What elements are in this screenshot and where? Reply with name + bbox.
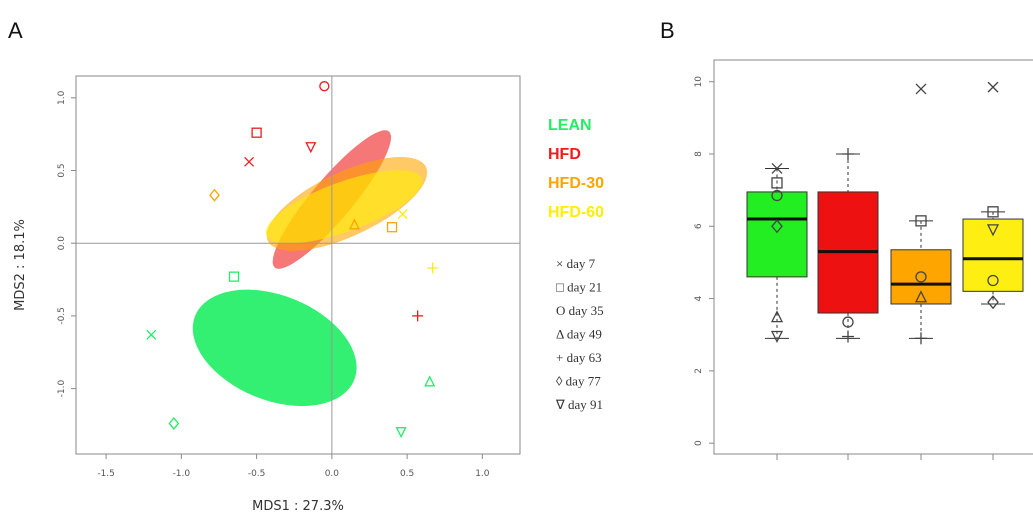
day-legend-item: ∇ day 91 bbox=[555, 397, 603, 412]
box-point-day-35 bbox=[842, 316, 854, 328]
point-layer bbox=[146, 81, 439, 439]
point-hfd-day-35 bbox=[319, 81, 330, 92]
legend-lean: LEAN bbox=[548, 117, 592, 134]
reference-lines bbox=[76, 76, 520, 454]
panel-b-frame bbox=[713, 59, 1033, 455]
box-point-day-7 bbox=[987, 81, 999, 93]
box-point-day-63 bbox=[842, 330, 854, 343]
x-axis-label: MDS1 : 27.3% bbox=[252, 499, 344, 514]
day-legend-item: × day 7 bbox=[556, 256, 596, 271]
y-tick-label: 1.0 bbox=[57, 90, 67, 105]
point-lean-day-77 bbox=[168, 416, 180, 430]
panel-a-frame bbox=[75, 75, 521, 455]
y-tick-label: 0.0 bbox=[57, 236, 67, 251]
legend-hfd: HFD bbox=[548, 146, 581, 163]
point-hfd-60-day-7 bbox=[397, 209, 408, 220]
y-tick-label: 0 bbox=[694, 440, 704, 446]
x-tick-label: 0.0 bbox=[325, 469, 340, 479]
x-tick-label: -1.5 bbox=[97, 469, 115, 479]
y-axis-ticks: 0 2 4 6 8 10 bbox=[694, 76, 714, 446]
group-legend: LEAN HFD HFD-30 HFD-60 bbox=[548, 117, 604, 221]
x-tick-label: -1.0 bbox=[173, 469, 191, 479]
y-tick-label: 6 bbox=[694, 223, 704, 229]
y-tick-label: 4 bbox=[694, 295, 704, 301]
box-point-day-21 bbox=[771, 177, 783, 189]
box-layer bbox=[746, 81, 1024, 460]
box-point-day-7 bbox=[915, 83, 927, 95]
y-axis-ticks: -1.0 -0.5 0.0 0.5 1.0 bbox=[57, 90, 76, 397]
y-tick-label: 8 bbox=[694, 151, 704, 157]
day-legend-item: ◊ day 77 bbox=[556, 374, 601, 389]
y-tick-label: -0.5 bbox=[57, 307, 67, 325]
point-hfd-day-91 bbox=[305, 142, 317, 154]
panel-a-mds-plot: -1.5 -1.0 -0.5 0.0 0.5 1.0 -1.0-0.50.00.51.0 … bbox=[13, 75, 521, 514]
box-point-day-35 bbox=[915, 271, 927, 283]
x-tick-label: -0.5 bbox=[248, 469, 266, 479]
box-point-day-35 bbox=[987, 274, 999, 287]
panel-a-letter: A bbox=[8, 18, 23, 43]
box-point-day-35 bbox=[771, 189, 783, 202]
box-point-day-63 bbox=[915, 332, 927, 345]
y-tick-label: 2 bbox=[694, 368, 704, 374]
box-point-day-21 bbox=[915, 215, 927, 227]
box-iqr bbox=[746, 191, 808, 278]
legend-hfd-60: HFD-60 bbox=[548, 204, 604, 221]
box-iqr bbox=[962, 218, 1024, 292]
box-lean bbox=[746, 162, 808, 460]
box-point-day-77 bbox=[987, 295, 999, 310]
y-axis-label: MDS2 : 18.1% bbox=[13, 219, 28, 311]
point-hfd-30-day-77 bbox=[209, 188, 220, 202]
box-hfd bbox=[817, 147, 879, 460]
point-hfd-day-7 bbox=[244, 156, 255, 167]
box-point-day-91 bbox=[770, 330, 784, 343]
legend-hfd-30: HFD-30 bbox=[548, 175, 604, 192]
day-legend-item: Δ day 49 bbox=[556, 327, 602, 342]
point-hfd-day-21 bbox=[251, 127, 262, 138]
point-hfd-30-day-49 bbox=[348, 218, 360, 230]
point-lean-day-49 bbox=[424, 375, 436, 387]
panel-b-boxplot: 0 2 4 6 8 10 bbox=[694, 59, 1033, 460]
day-legend: × day 7 □ day 21 O day 35 Δ day 49 + day 63 ◊… bbox=[555, 256, 604, 412]
ellipse-hfd-60 bbox=[265, 170, 423, 244]
day-legend-item: □ day 21 bbox=[556, 280, 602, 295]
point-hfd-60-day-63 bbox=[427, 262, 439, 274]
ellipse-layer bbox=[192, 130, 428, 407]
box-point-day-21 bbox=[987, 206, 999, 218]
box-point-day-91 bbox=[986, 224, 1000, 237]
x-axis-ticks: -1.5 -1.0 -0.5 0.0 0.5 1.0 bbox=[97, 454, 490, 479]
day-legend-item: + day 63 bbox=[556, 350, 602, 365]
box-hfd-60 bbox=[962, 81, 1024, 460]
ellipse-lean bbox=[192, 289, 357, 407]
point-lean-day-7 bbox=[146, 329, 157, 340]
day-legend-item: O day 35 bbox=[556, 303, 604, 318]
y-tick-label: 0.5 bbox=[57, 163, 67, 177]
point-hfd-30-day-21 bbox=[386, 222, 398, 233]
box-point-day-7 bbox=[771, 162, 783, 174]
box-point-day-49 bbox=[914, 290, 928, 303]
panel-b-letter: B bbox=[660, 18, 675, 43]
box-point-day-63 bbox=[842, 147, 854, 160]
box-hfd-30 bbox=[890, 83, 952, 460]
point-lean-day-91 bbox=[395, 427, 407, 439]
x-tick-label: 1.0 bbox=[475, 469, 490, 479]
box-point-day-49 bbox=[770, 310, 784, 323]
y-tick-label: -1.0 bbox=[57, 380, 67, 398]
y-tick-label: 10 bbox=[694, 76, 704, 88]
point-hfd-day-63 bbox=[412, 310, 424, 322]
x-tick-label: 0.5 bbox=[400, 469, 414, 479]
point-lean-day-21 bbox=[228, 271, 240, 282]
box-iqr bbox=[890, 249, 952, 305]
box-point-day-77 bbox=[771, 219, 783, 234]
